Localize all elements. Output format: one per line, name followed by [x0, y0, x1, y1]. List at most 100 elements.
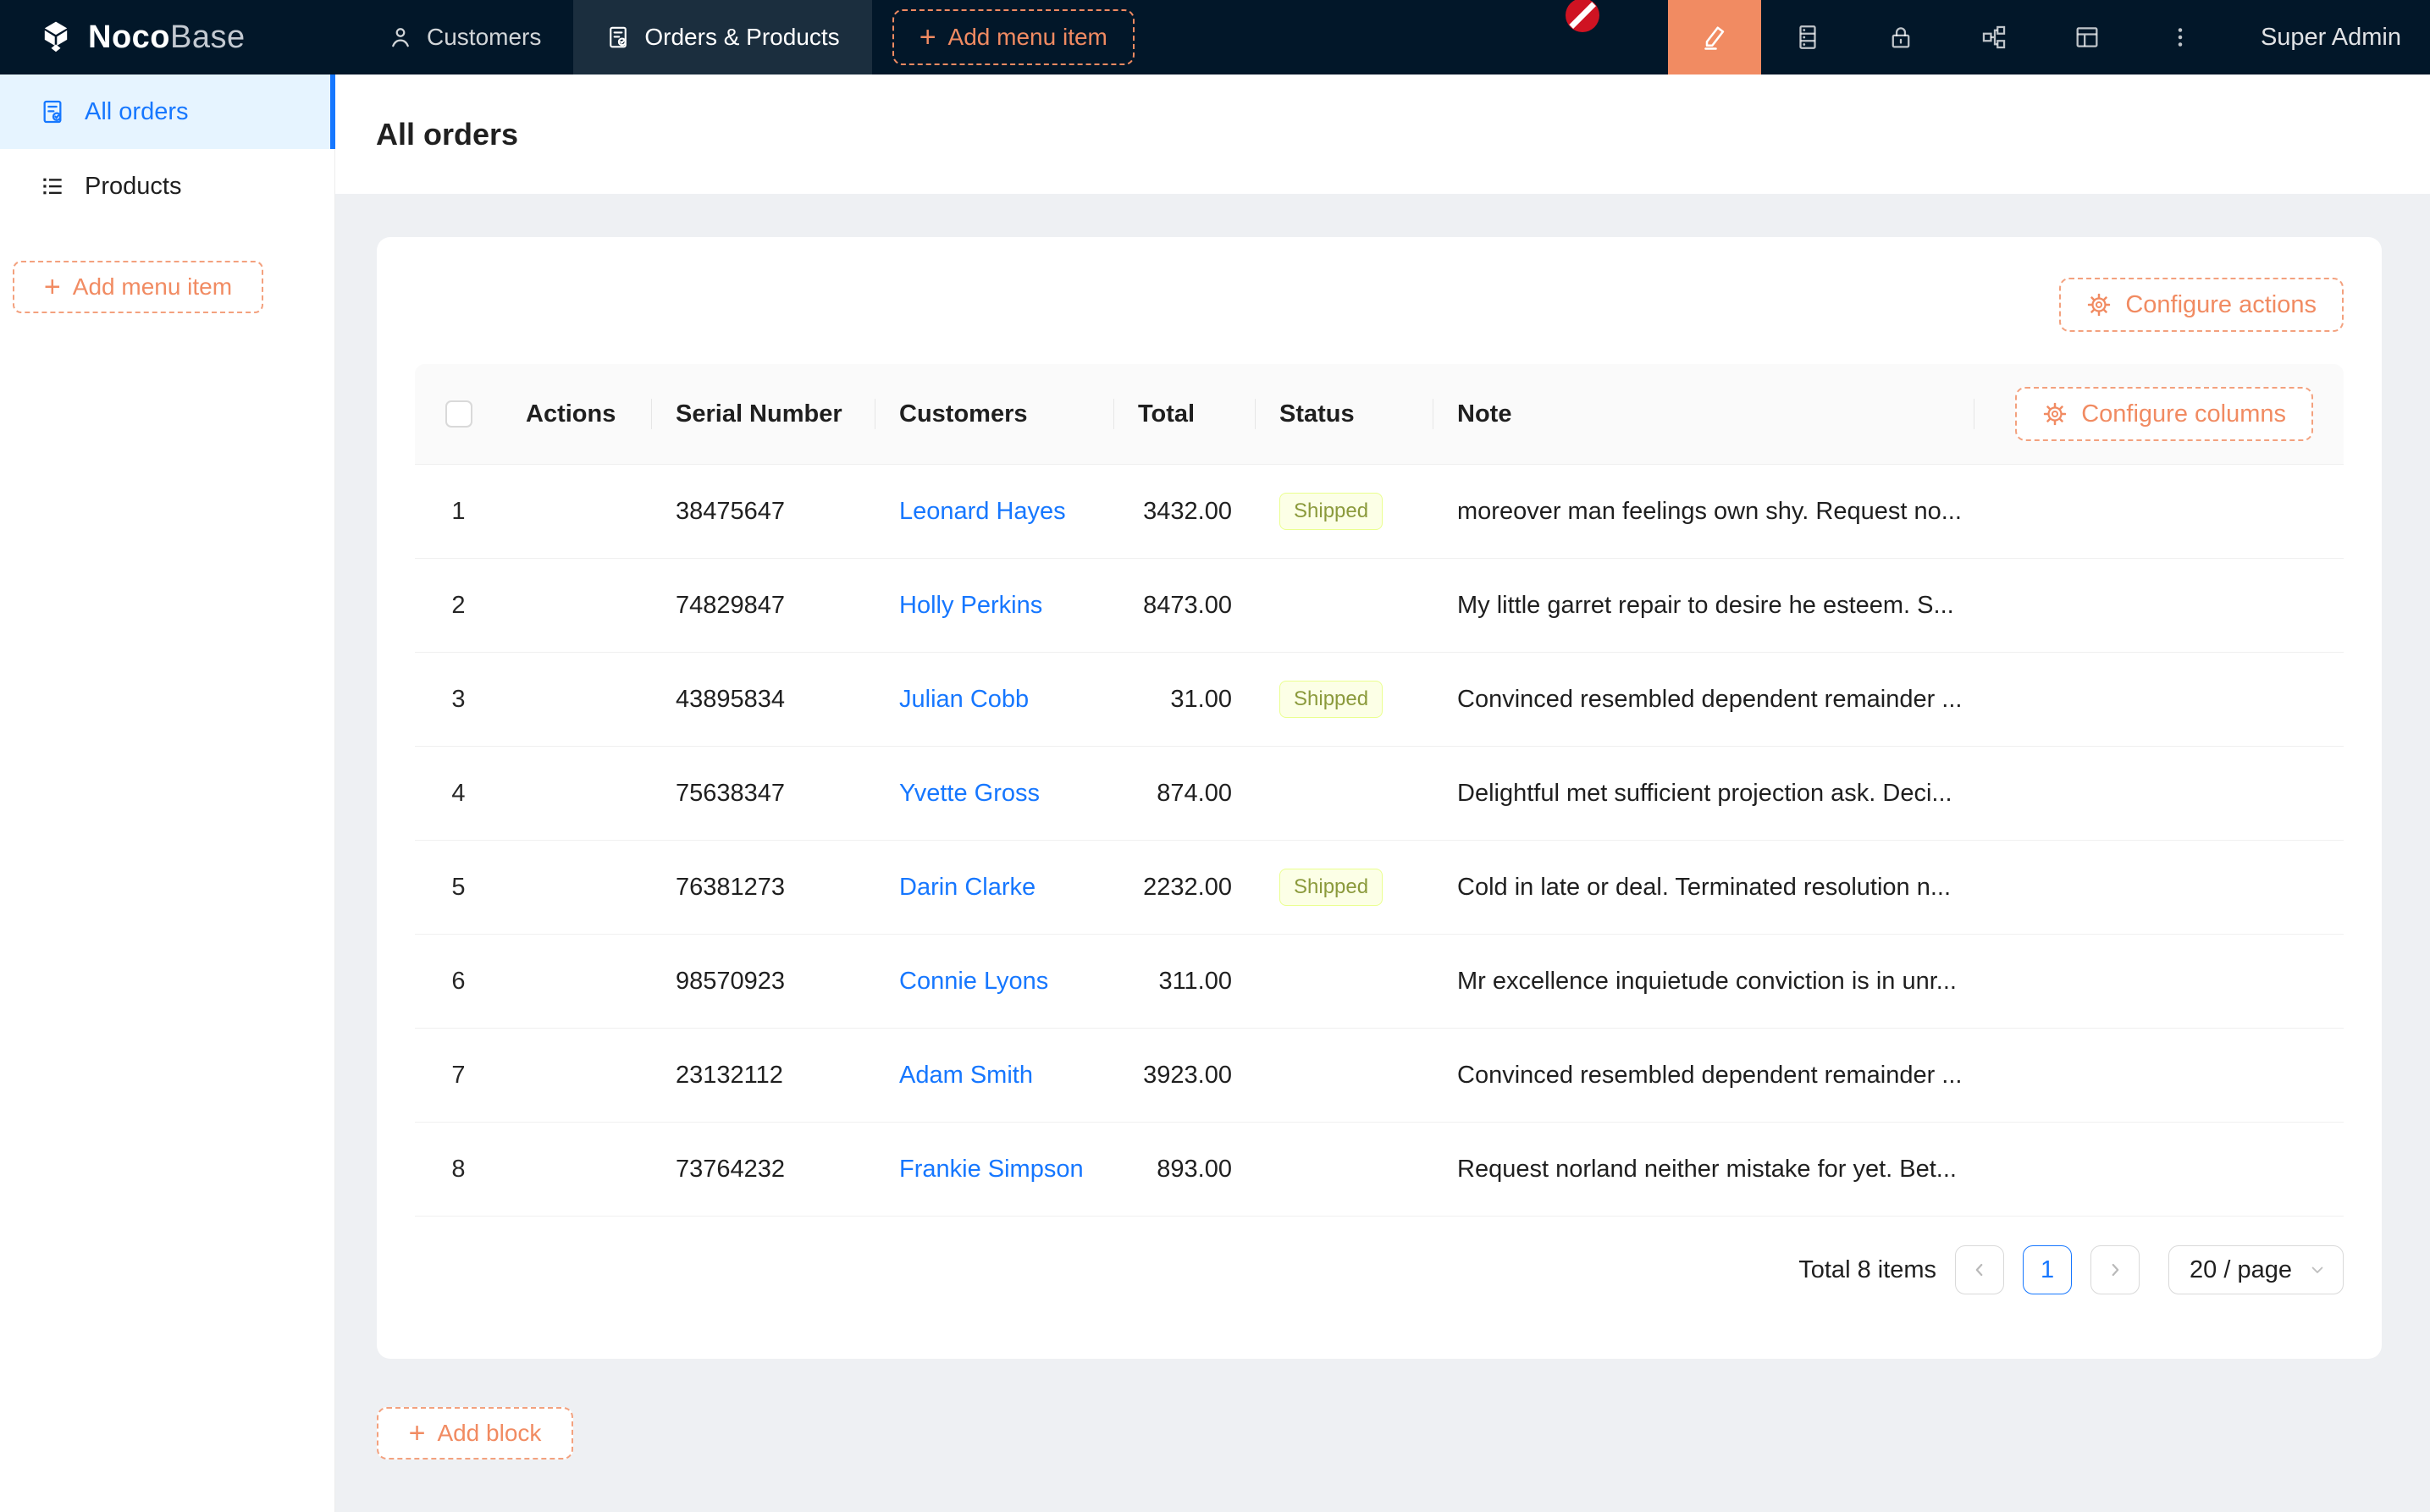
row-note: Convinced resembled dependent remainder …	[1457, 1061, 1963, 1089]
row-note: moreover man feelings own shy. Request n…	[1457, 497, 1962, 525]
order-document-icon	[39, 98, 66, 125]
page-size-select[interactable]: 20 / page	[2168, 1245, 2344, 1294]
row-customer-cell: Frankie Simpson	[875, 1156, 1114, 1184]
page-title: All orders	[376, 116, 519, 152]
database-icon	[1793, 23, 1822, 52]
customer-link[interactable]: Yvette Gross	[899, 779, 1041, 807]
plus-icon: +	[919, 21, 936, 53]
customer-link[interactable]: Frankie Simpson	[899, 1155, 1084, 1183]
row-total: 893.00	[1157, 1155, 1232, 1183]
more-menu-button[interactable]	[2134, 0, 2227, 74]
row-index-cell: 1	[415, 498, 502, 526]
row-index-cell: 7	[415, 1062, 502, 1090]
row-total: 31.00	[1170, 685, 1232, 713]
customer-link[interactable]: Adam Smith	[899, 1061, 1033, 1089]
page-number-button[interactable]: 1	[2023, 1245, 2073, 1294]
row-index: 4	[451, 779, 466, 807]
highlighter-icon	[1699, 22, 1730, 52]
table-row: 6 98570923 Connie Lyons 311.00 Mr excell…	[415, 935, 2344, 1029]
sidebar: All orders Products + Add menu item	[0, 74, 335, 1512]
row-index-cell: 6	[415, 968, 502, 996]
row-note: My little garret repair to desire he est…	[1457, 591, 1954, 619]
customer-link[interactable]: Leonard Hayes	[899, 497, 1066, 525]
brand-logo: NocoBase	[0, 19, 356, 56]
nav-item-customers[interactable]: Customers	[356, 0, 573, 74]
column-header-actions: Actions	[502, 364, 652, 464]
row-total: 3923.00	[1143, 1061, 1232, 1089]
row-customer-cell: Holly Perkins	[875, 592, 1114, 620]
chevron-down-icon	[2309, 1261, 2326, 1278]
row-index-cell: 4	[415, 780, 502, 808]
lock-icon	[1886, 23, 1915, 52]
row-serial-number: 76381273	[676, 873, 786, 901]
sidebar-item-products[interactable]: Products	[0, 149, 334, 223]
row-index: 2	[451, 591, 466, 619]
row-status-cell: Shipped	[1256, 869, 1433, 906]
row-serial-number: 43895834	[676, 685, 786, 713]
add-menu-item-button-sidebar[interactable]: + Add menu item	[13, 261, 263, 313]
row-customer-cell: Connie Lyons	[875, 968, 1114, 996]
row-customer-cell: Yvette Gross	[875, 780, 1114, 808]
column-header-serial-number: Serial Number	[652, 364, 875, 464]
add-block-button[interactable]: + Add block	[377, 1407, 573, 1460]
pagination-total: Total 8 items	[1798, 1255, 1937, 1283]
row-index: 5	[451, 873, 466, 901]
list-icon	[39, 173, 66, 200]
brand-name: NocoBase	[88, 19, 246, 55]
row-index-cell: 2	[415, 592, 502, 620]
row-note: Convinced resembled dependent remainder …	[1457, 685, 1963, 713]
row-serial-number: 23132112	[676, 1061, 783, 1089]
table-toolbar: Configure actions	[415, 278, 2344, 332]
top-navbar: NocoBase Customers Orders & Products + A…	[0, 0, 2430, 74]
not-allowed-cursor-icon	[1562, 0, 1603, 36]
customer-link[interactable]: Darin Clarke	[899, 873, 1036, 901]
configure-actions-button[interactable]: Configure actions	[2059, 278, 2344, 332]
row-customer-cell: Darin Clarke	[875, 874, 1114, 902]
orders-table-block: Configure actions Actions Serial Number …	[377, 237, 2382, 1359]
row-total: 3432.00	[1143, 497, 1232, 525]
plugin-flow-icon	[1980, 23, 2008, 52]
ui-editor-button[interactable]	[1667, 0, 1761, 74]
row-serial-number: 74829847	[676, 591, 786, 619]
layout-settings-button[interactable]	[2041, 0, 2134, 74]
database-manager-button[interactable]	[1761, 0, 1854, 74]
row-index: 8	[451, 1155, 466, 1183]
customer-link[interactable]: Connie Lyons	[899, 967, 1049, 995]
row-index: 6	[451, 967, 466, 995]
customer-link[interactable]: Holly Perkins	[899, 591, 1043, 619]
row-serial-number: 38475647	[676, 497, 786, 525]
plugin-manager-button[interactable]	[1947, 0, 2041, 74]
sidebar-item-all-orders[interactable]: All orders	[0, 74, 335, 149]
nav-item-orders-products[interactable]: Orders & Products	[573, 0, 872, 74]
nav-item-label: Orders & Products	[644, 24, 840, 50]
add-menu-item-button-navbar[interactable]: + Add menu item	[892, 9, 1135, 65]
row-customer-cell: Leonard Hayes	[875, 498, 1114, 526]
orders-table: Actions Serial Number Customers Total St…	[415, 364, 2344, 1294]
configure-columns-button[interactable]: Configure columns	[2015, 387, 2313, 441]
navbar-right-actions: Super Admin	[1667, 0, 2430, 74]
row-index: 3	[451, 685, 466, 713]
user-icon	[388, 25, 413, 50]
table-row: 3 43895834 Julian Cobb 31.00 Shipped Con…	[415, 653, 2344, 747]
nav-item-label: Customers	[427, 24, 542, 50]
current-user-menu[interactable]: Super Admin	[2260, 23, 2401, 51]
row-total: 8473.00	[1143, 591, 1232, 619]
table-row: 5 76381273 Darin Clarke 2232.00 Shipped …	[415, 841, 2344, 935]
customer-link[interactable]: Julian Cobb	[899, 685, 1030, 713]
table-row: 7 23132112 Adam Smith 3923.00 Convinced …	[415, 1029, 2344, 1123]
previous-page-button[interactable]	[1955, 1245, 2005, 1294]
row-index: 1	[451, 497, 466, 525]
row-index-cell: 3	[415, 686, 502, 714]
sidebar-item-label: Products	[85, 172, 182, 200]
row-serial-number: 75638347	[676, 779, 786, 807]
row-total: 2232.00	[1143, 873, 1232, 901]
column-header-total: Total	[1114, 364, 1256, 464]
row-customer-cell: Adam Smith	[875, 1062, 1114, 1090]
row-status-cell: Shipped	[1256, 681, 1433, 718]
pagination: Total 8 items 1 20 / page	[415, 1245, 2344, 1294]
next-page-button[interactable]	[2090, 1245, 2140, 1294]
permissions-button[interactable]	[1854, 0, 1947, 74]
column-header-customers: Customers	[875, 364, 1114, 464]
table-body: 1 38475647 Leonard Hayes 3432.00 Shipped…	[415, 465, 2344, 1217]
select-all-checkbox[interactable]	[445, 400, 472, 428]
